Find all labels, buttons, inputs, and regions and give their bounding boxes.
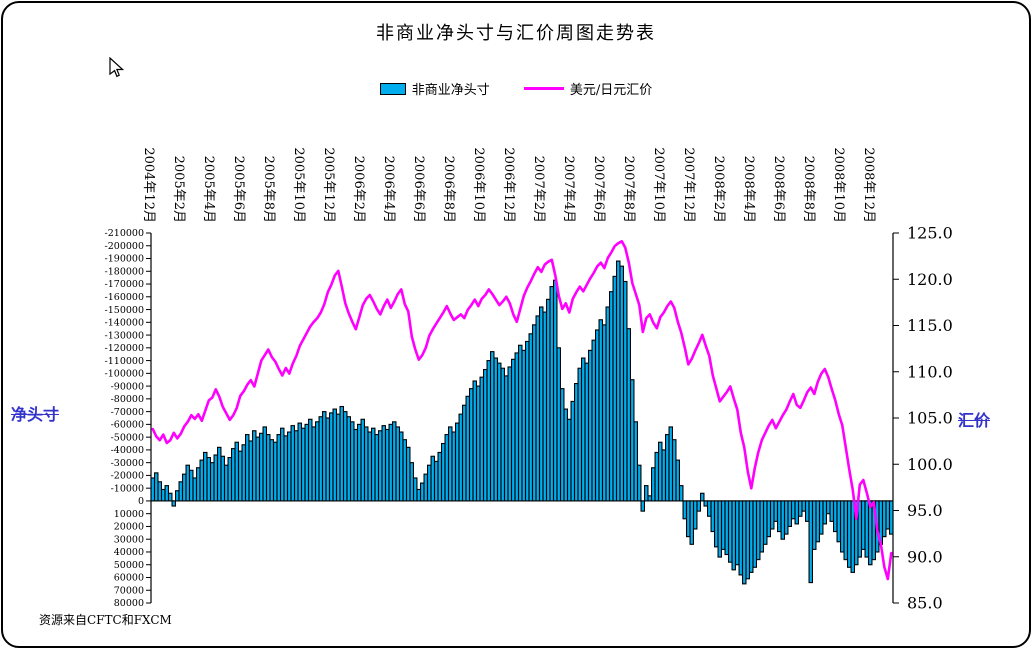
svg-text:-60000: -60000	[111, 420, 144, 431]
svg-text:-10000: -10000	[111, 483, 144, 494]
bar-series-label: 非商业净头寸	[411, 83, 490, 98]
svg-text:-40000: -40000	[111, 445, 144, 456]
svg-text:2005年2月: 2005年2月	[171, 156, 186, 223]
svg-text:2005年8月: 2005年8月	[261, 156, 276, 223]
svg-text:-190000: -190000	[105, 254, 144, 265]
svg-text:2006年12月: 2006年12月	[501, 147, 516, 223]
svg-text:0: 0	[138, 496, 144, 507]
svg-text:40000: 40000	[114, 547, 144, 558]
svg-text:2007年6月: 2007年6月	[591, 156, 606, 223]
svg-text:20000: 20000	[114, 522, 144, 533]
svg-text:2007年10月: 2007年10月	[651, 147, 666, 223]
svg-text:115.0: 115.0	[907, 316, 953, 335]
svg-text:2006年2月: 2006年2月	[351, 156, 366, 223]
svg-text:2008年2月: 2008年2月	[711, 156, 726, 223]
svg-text:2006年10月: 2006年10月	[471, 147, 486, 223]
source-note: 资源来自CFTC和FXCM	[39, 613, 172, 627]
svg-text:90.0: 90.0	[907, 547, 943, 566]
svg-text:-140000: -140000	[105, 318, 144, 329]
svg-text:-100000: -100000	[105, 369, 144, 380]
line-series-swatch-icon	[523, 87, 564, 90]
svg-text:100.0: 100.0	[907, 455, 953, 474]
svg-text:70000: 70000	[114, 585, 144, 596]
svg-text:30000: 30000	[114, 534, 144, 545]
svg-text:120.0: 120.0	[907, 270, 953, 289]
svg-text:2005年12月: 2005年12月	[321, 147, 336, 223]
svg-text:-160000: -160000	[105, 292, 144, 303]
svg-text:-120000: -120000	[105, 343, 144, 354]
svg-text:-150000: -150000	[105, 305, 144, 316]
svg-text:-30000: -30000	[111, 458, 144, 469]
svg-text:2005年6月: 2005年6月	[231, 156, 246, 223]
svg-text:10000: 10000	[114, 509, 144, 520]
svg-text:2008年12月: 2008年12月	[861, 147, 876, 223]
mouse-cursor-icon	[109, 57, 125, 78]
svg-text:2008年10月: 2008年10月	[831, 147, 846, 223]
svg-text:2008年6月: 2008年6月	[771, 156, 786, 223]
legend-item-line: 美元/日元汇价	[523, 79, 653, 98]
legend: 非商业净头寸 美元/日元汇价	[3, 79, 1029, 98]
svg-text:60000: 60000	[114, 573, 144, 584]
svg-text:2005年10月: 2005年10月	[291, 147, 306, 223]
svg-text:-130000: -130000	[105, 330, 144, 341]
svg-text:2004年12月: 2004年12月	[141, 147, 156, 223]
svg-text:2006年6月: 2006年6月	[411, 156, 426, 223]
svg-text:2006年4月: 2006年4月	[381, 156, 396, 223]
svg-text:2008年4月: 2008年4月	[741, 156, 756, 223]
svg-text:50000: 50000	[114, 560, 144, 571]
svg-text:105.0: 105.0	[907, 409, 953, 428]
svg-text:-70000: -70000	[111, 407, 144, 418]
svg-text:-80000: -80000	[111, 394, 144, 405]
right-axis-title: 汇价	[958, 411, 991, 430]
svg-text:2008年8月: 2008年8月	[801, 156, 816, 223]
bar-series-swatch-icon	[379, 82, 406, 95]
svg-text:-90000: -90000	[111, 381, 144, 392]
svg-text:-200000: -200000	[105, 241, 144, 252]
line-series-label: 美元/日元汇价	[569, 83, 653, 98]
svg-text:2007年12月: 2007年12月	[681, 147, 696, 223]
left-axis-title: 净头寸	[11, 405, 60, 424]
svg-text:80000: 80000	[114, 598, 144, 609]
chart-title: 非商业净头寸与汇价周图走势表	[376, 23, 656, 44]
svg-text:-180000: -180000	[105, 266, 144, 277]
svg-text:-20000: -20000	[111, 471, 144, 482]
svg-text:-210000: -210000	[105, 228, 144, 239]
svg-text:2005年4月: 2005年4月	[201, 156, 216, 223]
svg-text:95.0: 95.0	[907, 501, 943, 520]
svg-text:-170000: -170000	[105, 279, 144, 290]
svg-text:2007年8月: 2007年8月	[621, 156, 636, 223]
svg-text:110.0: 110.0	[907, 362, 953, 381]
svg-text:2007年2月: 2007年2月	[531, 156, 546, 223]
svg-text:2006年8月: 2006年8月	[441, 156, 456, 223]
svg-text:2007年4月: 2007年4月	[561, 156, 576, 223]
svg-text:-50000: -50000	[111, 432, 144, 443]
chart-plot: -210000-200000-190000-180000-170000-1600…	[105, 147, 953, 613]
svg-text:125.0: 125.0	[907, 224, 953, 243]
svg-text:85.0: 85.0	[907, 594, 943, 613]
svg-text:-110000: -110000	[105, 356, 144, 367]
legend-item-bar: 非商业净头寸	[379, 79, 490, 98]
